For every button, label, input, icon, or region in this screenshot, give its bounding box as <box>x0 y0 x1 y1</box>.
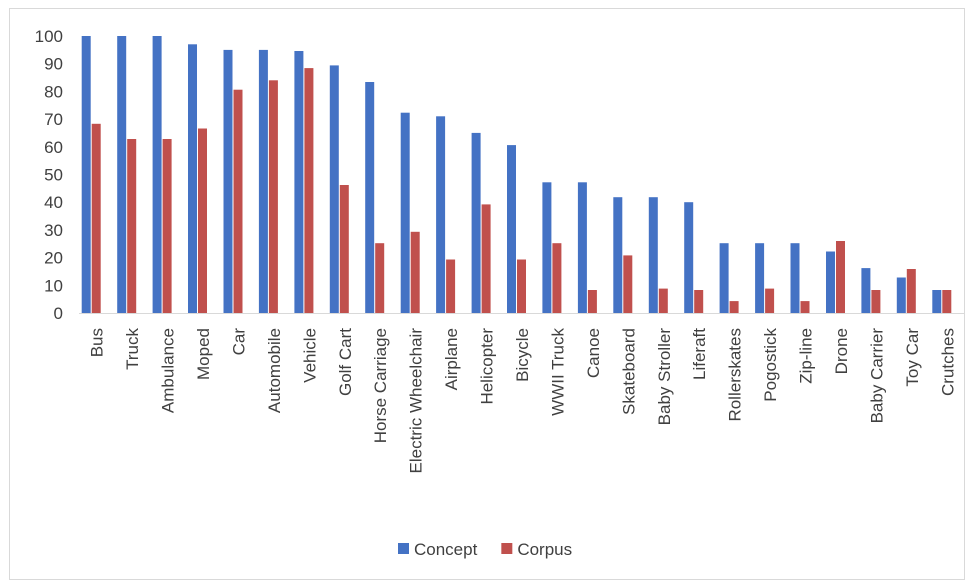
x-category-label: Electric Wheelchair <box>407 328 426 474</box>
bar-concept-golf-cart <box>329 65 339 314</box>
y-tick-label: 70 <box>44 110 63 129</box>
x-category-label: Canoe <box>584 328 603 378</box>
bar-concept-bus <box>81 36 91 313</box>
y-tick-label: 20 <box>44 249 63 268</box>
bar-corpus-airplane <box>446 259 456 313</box>
bar-corpus-toy-car <box>906 269 916 313</box>
y-tick-label: 60 <box>44 138 63 157</box>
bar-concept-moped <box>188 44 197 314</box>
y-tick-label: 100 <box>35 27 63 46</box>
x-category-label: Drone <box>832 328 851 374</box>
x-category-label: Bicycle <box>513 328 532 382</box>
x-category-label: Automobile <box>265 328 284 413</box>
x-category-label: Truck <box>123 328 142 370</box>
y-tick-label: 30 <box>44 221 63 240</box>
bar-corpus-crutches <box>942 290 952 313</box>
bar-concept-bicycle <box>507 145 516 313</box>
bar-corpus-skateboard <box>623 255 633 313</box>
bar-corpus-electric-wheelchair <box>410 231 420 313</box>
x-category-label: Toy Car <box>903 328 922 387</box>
x-category-label: Skateboard <box>619 328 638 415</box>
bar-concept-skateboard <box>613 197 623 313</box>
bar-corpus-truck <box>127 139 137 313</box>
bar-corpus-canoe <box>587 290 597 313</box>
legend-swatch-corpus <box>501 543 513 554</box>
bar-corpus-pogostick <box>765 288 775 313</box>
bar-corpus-rollerskates <box>729 301 739 313</box>
bar-corpus-vehicle <box>304 68 314 313</box>
bar-corpus-car <box>233 89 243 313</box>
bar-concept-zip-line <box>790 243 800 313</box>
bar-corpus-moped <box>198 128 207 313</box>
bar-concept-horse-carriage <box>365 82 375 313</box>
bar-corpus-baby-carrier <box>871 290 881 313</box>
bar-concept-canoe <box>577 182 587 313</box>
x-category-label: Baby Carrier <box>867 328 886 424</box>
x-category-label: Golf Cart <box>336 328 355 396</box>
y-tick-label: 0 <box>54 304 63 323</box>
bar-concept-wwii-truck <box>542 182 552 313</box>
bar-corpus-ambulance <box>162 139 172 313</box>
bar-corpus-wwii-truck <box>552 243 562 313</box>
bar-concept-crutches <box>932 290 942 313</box>
bar-concept-drone <box>826 251 835 313</box>
bar-concept-airplane <box>436 116 446 313</box>
x-axis-category-labels: Bus Truck Ambulance Moped Car Automobile Vehic… <box>88 328 958 474</box>
bar-concept-liferaft <box>684 202 694 313</box>
x-category-label: Liferaft <box>690 328 709 380</box>
bar-corpus-bicycle <box>517 259 526 313</box>
x-category-label: Moped <box>194 328 213 380</box>
bar-corpus-helicopter <box>481 204 491 313</box>
bar-series-group <box>81 36 952 314</box>
bar-concept-toy-car <box>896 277 906 313</box>
bar-concept-rollerskates <box>719 243 729 313</box>
y-axis-tick-labels: 0 10 20 30 40 50 60 70 80 90 100 <box>35 27 63 323</box>
legend-label-concept: Concept <box>414 540 478 559</box>
x-category-label: Vehicle <box>300 328 319 383</box>
x-category-label: Baby Stroller <box>655 328 674 426</box>
x-category-label: Airplane <box>442 328 461 390</box>
bar-corpus-liferaft <box>694 290 704 313</box>
y-tick-label: 40 <box>44 193 63 212</box>
x-category-label: Rollerskates <box>726 328 745 422</box>
x-category-label: Car <box>230 328 249 356</box>
bar-concept-baby-stroller <box>648 197 658 313</box>
x-category-label: Helicopter <box>478 328 497 405</box>
bar-concept-baby-carrier <box>861 268 871 313</box>
bar-corpus-baby-stroller <box>658 288 668 313</box>
y-tick-label: 80 <box>44 82 63 101</box>
bar-concept-helicopter <box>471 132 481 313</box>
bar-corpus-zip-line <box>800 301 810 313</box>
y-tick-label: 90 <box>44 55 63 74</box>
bar-concept-automobile <box>258 49 268 314</box>
x-category-label: WWII Truck <box>548 328 567 416</box>
bar-concept-vehicle <box>294 51 304 313</box>
legend-label-corpus: Corpus <box>517 540 572 559</box>
bar-corpus-bus <box>91 123 101 313</box>
bar-corpus-golf-cart <box>339 185 349 313</box>
x-category-label: Pogostick <box>761 328 780 402</box>
legend: Concept Corpus <box>398 540 572 559</box>
bar-corpus-drone <box>836 241 845 313</box>
bar-concept-pogostick <box>755 243 765 313</box>
x-category-label: Bus <box>88 328 107 357</box>
bar-concept-car <box>223 49 233 314</box>
bar-corpus-automobile <box>268 80 278 313</box>
y-tick-label: 10 <box>44 276 63 295</box>
y-tick-label: 50 <box>44 166 63 185</box>
bar-corpus-horse-carriage <box>375 243 385 313</box>
x-category-label: Horse Carriage <box>371 328 390 443</box>
bar-concept-ambulance <box>152 36 162 313</box>
bar-concept-electric-wheelchair <box>400 112 410 313</box>
x-category-label: Zip-line <box>797 328 816 384</box>
x-category-label: Ambulance <box>159 328 178 413</box>
legend-swatch-concept <box>398 543 409 554</box>
x-category-label: Crutches <box>938 328 957 396</box>
bar-concept-truck <box>117 36 127 313</box>
